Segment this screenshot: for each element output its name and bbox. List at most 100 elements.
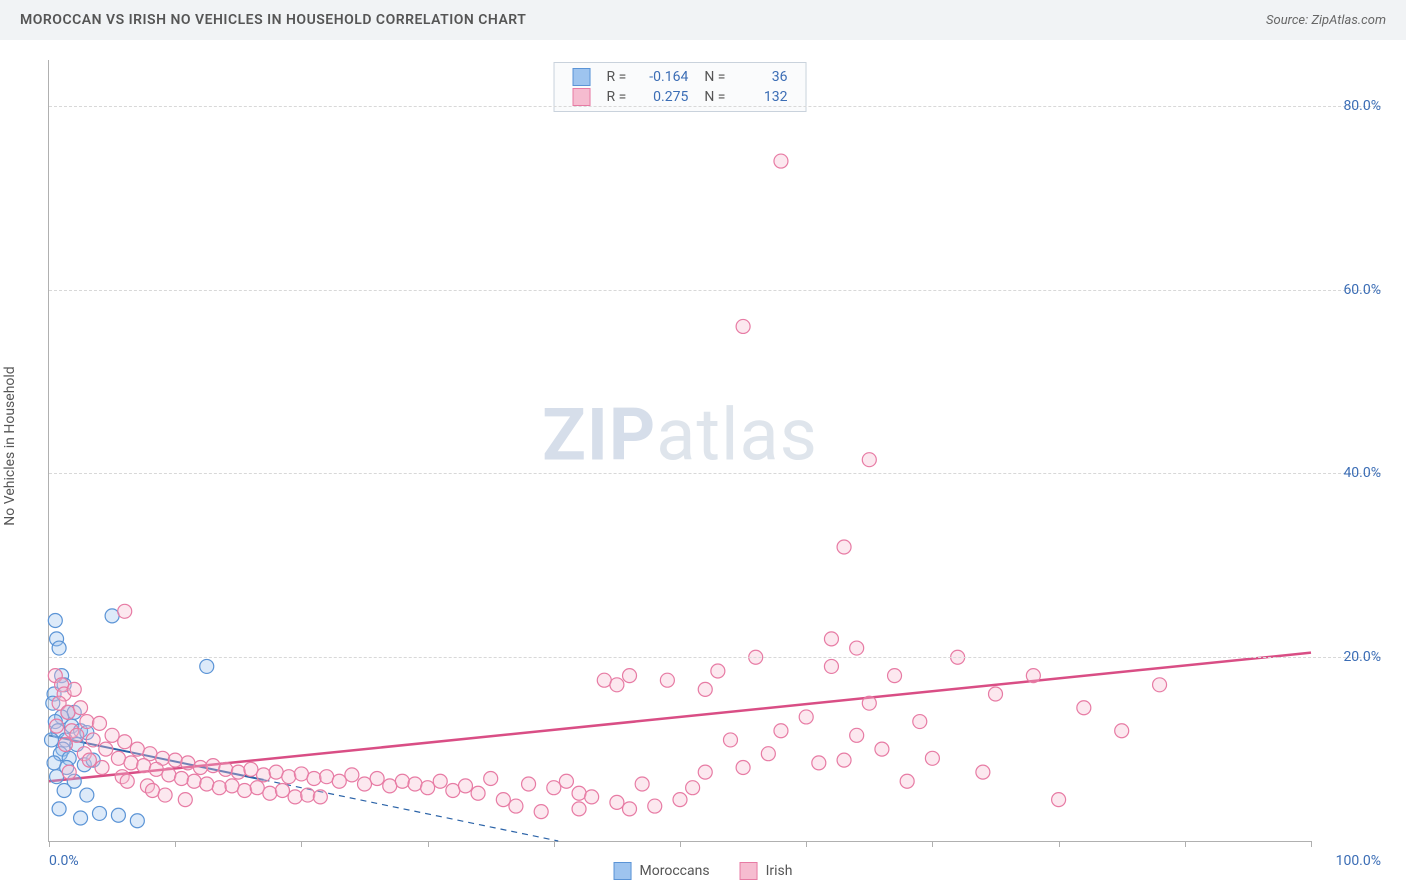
data-point-irish — [913, 715, 927, 729]
data-point-irish — [989, 687, 1003, 701]
data-point-irish — [408, 777, 422, 791]
data-point-moroccans — [130, 814, 144, 828]
legend-row-irish: R = 0.275 N = 132 — [565, 87, 796, 107]
x-tick — [680, 841, 681, 847]
data-point-irish — [282, 770, 296, 784]
data-point-irish — [559, 774, 573, 788]
legend-item-irish: Irish — [740, 862, 793, 880]
data-point-moroccans — [111, 808, 125, 822]
x-tick — [554, 841, 555, 847]
data-point-moroccans — [80, 788, 94, 802]
data-point-irish — [421, 781, 435, 795]
data-point-moroccans — [48, 613, 62, 627]
data-point-irish — [137, 759, 151, 773]
data-point-irish — [82, 753, 96, 767]
data-point-irish — [358, 777, 372, 791]
data-point-irish — [648, 799, 662, 813]
data-point-irish — [178, 793, 192, 807]
data-point-irish — [301, 788, 315, 802]
data-point-irish — [288, 790, 302, 804]
data-point-irish — [850, 641, 864, 655]
data-point-irish — [395, 774, 409, 788]
data-point-moroccans — [200, 659, 214, 673]
data-point-irish — [168, 753, 182, 767]
data-point-irish — [850, 728, 864, 742]
data-point-irish — [585, 790, 599, 804]
data-point-irish — [70, 728, 84, 742]
legend-item-moroccans: Moroccans — [614, 862, 710, 880]
data-point-irish — [181, 756, 195, 770]
data-point-irish — [149, 762, 163, 776]
data-point-irish — [623, 669, 637, 683]
data-point-irish — [673, 793, 687, 807]
data-point-irish — [433, 774, 447, 788]
data-point-moroccans — [47, 756, 61, 770]
data-point-irish — [686, 781, 700, 795]
x-tick — [175, 841, 176, 847]
data-point-irish — [193, 760, 207, 774]
data-point-irish — [597, 673, 611, 687]
data-point-irish — [345, 768, 359, 782]
y-tick-label: 60.0% — [1321, 282, 1381, 298]
legend-row-moroccans: R = -0.164 N = 36 — [565, 67, 796, 87]
x-tick — [428, 841, 429, 847]
data-point-irish — [370, 772, 384, 786]
gridline — [49, 657, 1381, 658]
data-point-irish — [812, 756, 826, 770]
data-point-moroccans — [105, 609, 119, 623]
data-point-irish — [275, 783, 289, 797]
data-point-irish — [74, 701, 88, 715]
y-tick-label: 80.0% — [1321, 98, 1381, 114]
data-point-moroccans — [52, 641, 66, 655]
data-point-irish — [105, 728, 119, 742]
data-point-irish — [130, 742, 144, 756]
data-point-irish — [118, 604, 132, 618]
data-point-irish — [976, 765, 990, 779]
data-point-irish — [99, 742, 113, 756]
data-point-irish — [62, 765, 76, 779]
y-tick-label: 20.0% — [1321, 649, 1381, 665]
x-tick — [1311, 841, 1312, 847]
data-point-moroccans — [52, 802, 66, 816]
data-point-irish — [900, 774, 914, 788]
data-point-irish — [736, 319, 750, 333]
plot-area: ZIPatlas R = -0.164 N = 36 R = 0.275 N =… — [48, 60, 1311, 842]
data-point-irish — [118, 735, 132, 749]
data-point-irish — [799, 710, 813, 724]
data-point-irish — [572, 802, 586, 816]
data-point-irish — [547, 781, 561, 795]
data-point-irish — [761, 747, 775, 761]
data-point-irish — [383, 779, 397, 793]
data-point-irish — [238, 783, 252, 797]
data-point-irish — [58, 738, 72, 752]
data-point-irish — [175, 772, 189, 786]
data-point-irish — [1115, 724, 1129, 738]
y-tick-label: 40.0% — [1321, 465, 1381, 481]
data-point-irish — [313, 790, 327, 804]
gridline — [49, 106, 1381, 107]
data-point-irish — [824, 659, 838, 673]
data-point-irish — [660, 673, 674, 687]
data-point-irish — [1153, 678, 1167, 692]
data-point-irish — [471, 786, 485, 800]
data-point-irish — [294, 767, 308, 781]
chart-source: Source: ZipAtlas.com — [1266, 13, 1386, 28]
data-point-irish — [774, 154, 788, 168]
data-point-irish — [158, 788, 172, 802]
data-point-irish — [212, 781, 226, 795]
data-point-irish — [80, 715, 94, 729]
x-tick — [806, 841, 807, 847]
data-point-irish — [162, 768, 176, 782]
swatch-moroccans — [573, 68, 591, 86]
data-point-irish — [875, 742, 889, 756]
data-point-irish — [572, 786, 586, 800]
data-point-moroccans — [45, 733, 59, 747]
data-point-irish — [61, 705, 75, 719]
data-point-irish — [862, 453, 876, 467]
data-point-irish — [231, 765, 245, 779]
x-tick-label: 0.0% — [49, 853, 79, 869]
data-point-irish — [219, 762, 233, 776]
chart-title: MOROCCAN VS IRISH NO VEHICLES IN HOUSEHO… — [20, 12, 526, 28]
data-point-irish — [446, 783, 460, 797]
data-point-irish — [206, 759, 220, 773]
